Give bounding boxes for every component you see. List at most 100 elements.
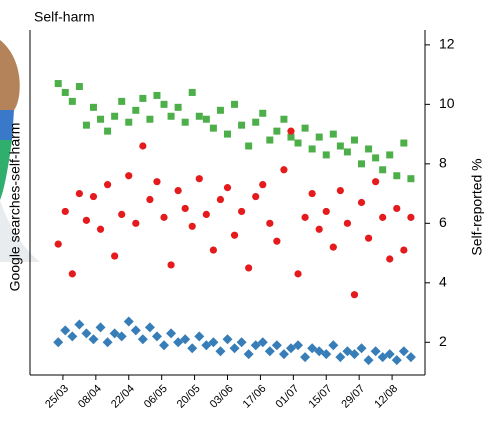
x-tick-label: 25/03 (43, 383, 71, 411)
point (259, 110, 266, 117)
point (138, 334, 148, 344)
point (118, 98, 125, 105)
point (189, 223, 196, 230)
point (215, 346, 225, 356)
point (238, 208, 245, 215)
point (194, 331, 204, 341)
point (230, 343, 240, 353)
point (146, 116, 153, 123)
point (316, 226, 323, 233)
point (231, 232, 238, 239)
point (265, 346, 275, 356)
point (337, 142, 344, 149)
y-tick-label: 4 (439, 274, 447, 290)
point (386, 255, 393, 262)
y-axis-label-left: Google searches-self-harm (7, 123, 23, 292)
x-tick-label: 17/06 (241, 383, 269, 411)
point (266, 220, 273, 227)
point (316, 134, 323, 141)
point (67, 331, 77, 341)
x-tick-label: 20/05 (175, 383, 203, 411)
point (62, 89, 69, 96)
chart: Self-harm Google searches-self-harm Self… (0, 0, 484, 426)
point (301, 214, 308, 221)
point (323, 151, 330, 158)
point (302, 125, 309, 132)
point (161, 101, 168, 108)
point (259, 181, 266, 188)
point (330, 131, 337, 138)
point (351, 291, 358, 298)
point (96, 322, 106, 332)
point (74, 319, 84, 329)
point (245, 264, 252, 271)
point (111, 113, 118, 120)
y-tick-label: 12 (439, 36, 455, 52)
point (372, 154, 379, 161)
point (55, 241, 62, 248)
point (210, 125, 217, 132)
point (111, 252, 118, 259)
point (187, 343, 197, 353)
point (328, 340, 338, 350)
point (358, 199, 365, 206)
x-tick-label: 03/06 (208, 383, 236, 411)
point (371, 346, 381, 356)
point (118, 211, 125, 218)
point (76, 190, 83, 197)
point (280, 116, 287, 123)
x-tick-label: 22/04 (109, 383, 137, 411)
point (62, 208, 69, 215)
point (400, 246, 407, 253)
point (69, 98, 76, 105)
point (153, 178, 160, 185)
point (97, 226, 104, 233)
point (125, 119, 132, 126)
point (131, 325, 141, 335)
point (124, 316, 134, 326)
point (53, 337, 63, 347)
point (400, 140, 407, 147)
point (231, 101, 238, 108)
point (159, 340, 169, 350)
y-tick-label: 10 (439, 95, 455, 111)
point (344, 148, 351, 155)
point (83, 122, 90, 129)
point (337, 187, 344, 194)
point (90, 193, 97, 200)
point (145, 322, 155, 332)
point (175, 187, 182, 194)
point (357, 343, 367, 353)
point (132, 220, 139, 227)
point (273, 128, 280, 135)
point (351, 137, 358, 144)
point (167, 261, 174, 268)
point (223, 334, 233, 344)
point (69, 270, 76, 277)
x-tick-label: 01/07 (274, 383, 302, 411)
point (146, 196, 153, 203)
point (392, 355, 402, 365)
point (407, 214, 414, 221)
point (90, 104, 97, 111)
point (139, 95, 146, 102)
point (217, 107, 224, 114)
x-tick-label: 12/08 (372, 383, 400, 411)
point (244, 349, 254, 359)
point (272, 340, 282, 350)
point (196, 113, 203, 120)
point (139, 142, 146, 149)
point (224, 131, 231, 138)
y-tick-label: 2 (439, 333, 447, 349)
point (335, 352, 345, 362)
point (55, 80, 62, 87)
x-tick-label: 06/05 (142, 383, 170, 411)
point (224, 184, 231, 191)
point (189, 89, 196, 96)
point (83, 217, 90, 224)
point (60, 325, 70, 335)
point (76, 83, 83, 90)
point (300, 352, 310, 362)
point (104, 181, 111, 188)
point (344, 220, 351, 227)
